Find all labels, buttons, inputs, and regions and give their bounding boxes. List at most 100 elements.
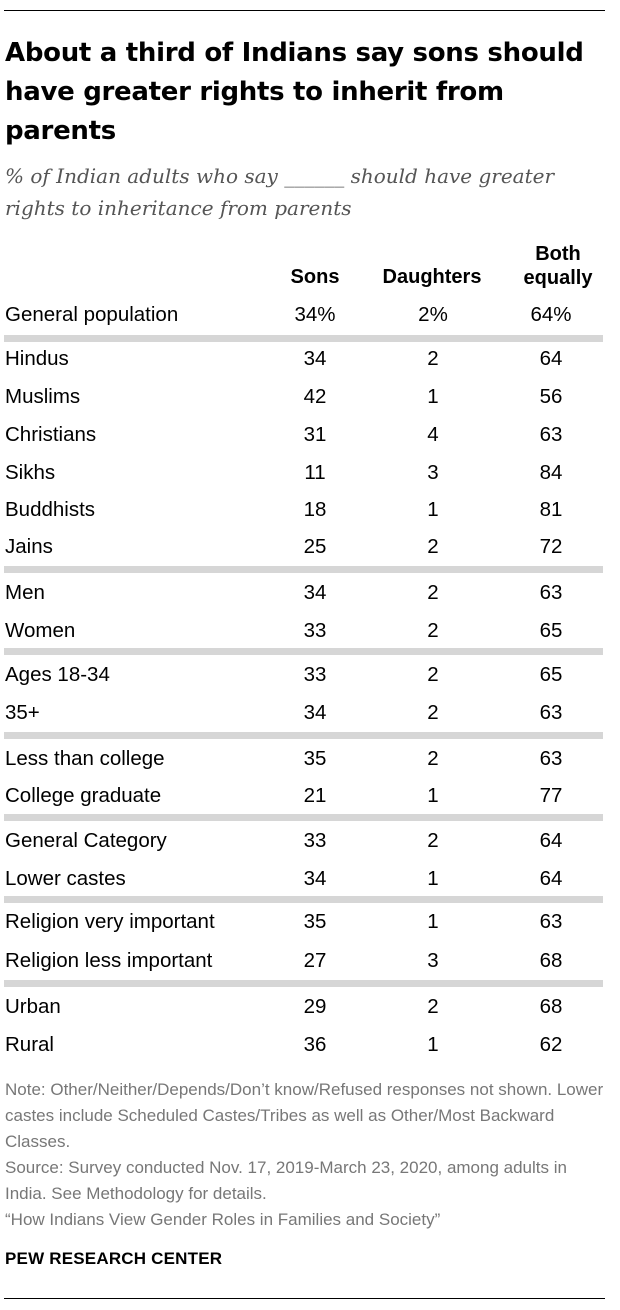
group-separator (4, 648, 603, 655)
table-row: Hindus 34 2 64 (0, 344, 620, 374)
value-sons: 34 (303, 701, 327, 724)
value-both-equally: 63 (539, 423, 563, 446)
table-row: Sikhs 11 3 84 (0, 458, 620, 488)
value-sons: 25 (303, 535, 327, 558)
report-title-text: “How Indians View Gender Roles in Famili… (5, 1210, 441, 1229)
table-row: Religion very important 35 1 63 (0, 907, 620, 937)
value-sons: 33 (303, 829, 327, 852)
value-both-equally: 63 (539, 747, 563, 770)
value-sons: 42 (303, 385, 327, 408)
table-row: Men 34 2 63 (0, 578, 620, 608)
value-both-equally: 62 (539, 1033, 563, 1056)
row-label: Jains (5, 535, 53, 558)
value-daughters: 2 (427, 581, 439, 604)
value-sons: 34% (294, 303, 336, 326)
row-label: Rural (5, 1033, 54, 1056)
value-sons: 34 (303, 867, 327, 890)
pew-research-center-logo-text: PEW RESEARCH CENTER (5, 1249, 223, 1268)
value-both-equally: 65 (539, 619, 563, 642)
table-row: Jains 25 2 72 (0, 532, 620, 562)
value-daughters: 2 (427, 747, 439, 770)
value-daughters: 2 (427, 663, 439, 686)
value-sons: 31 (303, 423, 327, 446)
value-sons: 34 (303, 581, 327, 604)
chart-subtitle: % of Indian adults who say ______ should… (5, 164, 555, 220)
row-label: Hindus (5, 347, 69, 370)
value-both-equally: 56 (539, 385, 563, 408)
table-row: Buddhists 18 1 81 (0, 495, 620, 525)
value-daughters: 2 (427, 995, 439, 1018)
table-row: Religion less important 27 3 68 (0, 946, 620, 976)
value-sons: 18 (303, 498, 327, 521)
column-header-both-line2: equally (523, 267, 593, 289)
group-separator (4, 980, 603, 987)
value-daughters: 2 (427, 701, 439, 724)
value-daughters: 1 (427, 385, 439, 408)
table-row: Lower castes 34 1 64 (0, 864, 620, 894)
value-daughters: 2 (427, 535, 439, 558)
source-text: Source: Survey conducted Nov. 17, 2019-M… (5, 1158, 567, 1203)
value-both-equally: 72 (539, 535, 563, 558)
table-row: Muslims 42 1 56 (0, 382, 620, 412)
row-label: Urban (5, 995, 61, 1018)
value-both-equally: 64 (539, 347, 563, 370)
row-label: Religion less important (5, 949, 213, 972)
row-label: 35+ (5, 701, 40, 724)
table-row: 35+ 34 2 63 (0, 698, 620, 728)
value-daughters: 1 (427, 1033, 439, 1056)
row-label: Men (5, 581, 45, 604)
group-separator (4, 814, 603, 821)
group-separator (4, 896, 603, 903)
row-label: Christians (5, 423, 97, 446)
column-header-sons: Sons (290, 266, 340, 288)
column-header-both-line1: Both (535, 243, 581, 265)
value-sons: 33 (303, 663, 327, 686)
row-label: Women (5, 619, 76, 642)
row-label: General Category (5, 829, 167, 852)
value-sons: 27 (303, 949, 327, 972)
value-sons: 36 (303, 1033, 327, 1056)
value-both-equally: 63 (539, 581, 563, 604)
value-daughters: 2 (427, 619, 439, 642)
column-header-daughters: Daughters (382, 266, 482, 288)
value-sons: 35 (303, 910, 327, 933)
table-row: Ages 18-34 33 2 65 (0, 660, 620, 690)
row-label: Religion very important (5, 910, 215, 933)
value-daughters: 4 (427, 423, 439, 446)
group-separator (4, 566, 603, 573)
table-row: Less than college 35 2 63 (0, 744, 620, 774)
row-label: College graduate (5, 784, 162, 807)
value-both-equally: 63 (539, 701, 563, 724)
row-label: Buddhists (5, 498, 96, 521)
value-both-equally: 68 (539, 949, 563, 972)
value-both-equally: 65 (539, 663, 563, 686)
value-both-equally: 64% (530, 303, 572, 326)
table-row: Rural 36 1 62 (0, 1030, 620, 1060)
row-label: Muslims (5, 385, 81, 408)
value-both-equally: 64 (539, 829, 563, 852)
table-row: General population 34% 2% 64% (0, 300, 620, 330)
group-separator (4, 732, 603, 739)
table-row: Urban 29 2 68 (0, 992, 620, 1022)
value-both-equally: 77 (539, 784, 563, 807)
value-both-equally: 63 (539, 910, 563, 933)
value-daughters: 2 (427, 347, 439, 370)
value-sons: 35 (303, 747, 327, 770)
bottom-rule (4, 1298, 605, 1299)
top-rule (4, 10, 605, 11)
row-label: Less than college (5, 747, 165, 770)
value-sons: 34 (303, 347, 327, 370)
row-label: General population (5, 303, 179, 326)
value-sons: 11 (304, 461, 326, 484)
table-row: College graduate 21 1 77 (0, 781, 620, 811)
table-row: Women 33 2 65 (0, 616, 620, 646)
row-label: Ages 18-34 (5, 663, 110, 686)
table-row: Christians 31 4 63 (0, 420, 620, 450)
note-text: Note: Other/Neither/Depends/Don’t know/R… (5, 1080, 604, 1151)
value-sons: 21 (303, 784, 327, 807)
value-both-equally: 81 (539, 498, 563, 521)
value-daughters: 3 (427, 949, 439, 972)
value-daughters: 1 (427, 910, 439, 933)
row-label: Sikhs (5, 461, 56, 484)
row-label: Lower castes (5, 867, 126, 890)
